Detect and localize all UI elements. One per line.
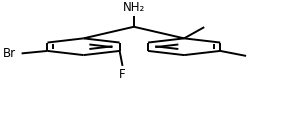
Text: F: F	[119, 68, 126, 81]
Text: NH₂: NH₂	[123, 1, 145, 14]
Text: Br: Br	[3, 47, 16, 60]
